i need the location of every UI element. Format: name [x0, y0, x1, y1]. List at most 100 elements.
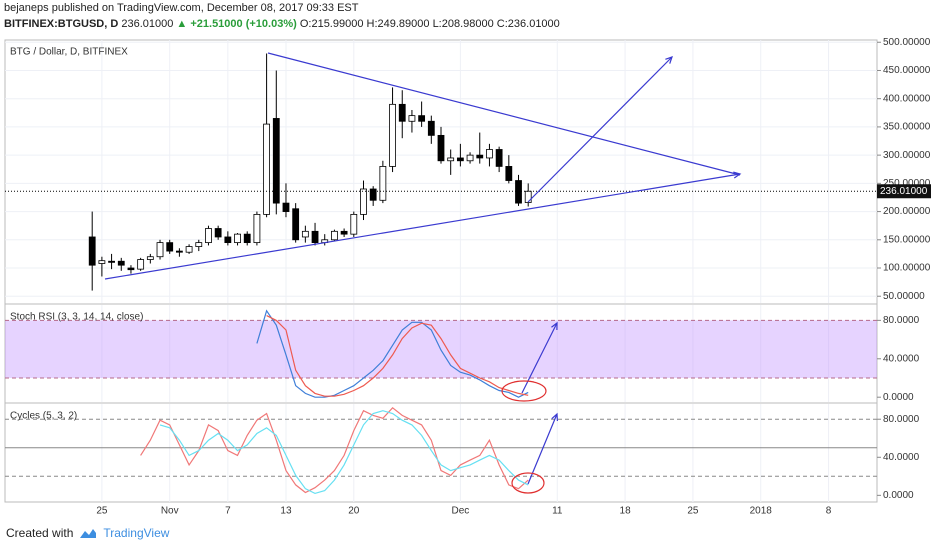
footer-text: Created with — [6, 526, 74, 540]
candle-body — [146, 256, 154, 260]
candle-body — [234, 233, 241, 244]
symbol-line: BITFINEX:BTGUSD, D 236.01000 ▲ +21.51000… — [4, 16, 560, 32]
y-tick-label: 200.00000 — [883, 206, 931, 217]
candle-body — [340, 230, 348, 235]
candle-body — [214, 228, 222, 238]
chart: 25 Nov 7 13 20 Dec 11 18 25 2018 8 50.00000 100.0000… — [4, 37, 931, 517]
candle-body — [379, 166, 387, 201]
x-tick-label: 8 — [826, 506, 832, 517]
candle-body — [88, 236, 96, 266]
author-line: bejaneps published on TradingView.com, D… — [4, 0, 560, 16]
indicator-line — [140, 406, 529, 494]
y-tick-label: 250.00000 — [883, 178, 931, 189]
y-tick-label: 300.00000 — [883, 150, 931, 161]
x-tick-label: Nov — [161, 506, 179, 517]
brand[interactable]: TradingView — [103, 526, 170, 540]
candle-body — [369, 188, 377, 201]
candle-body — [137, 259, 145, 270]
candle-body — [524, 190, 532, 203]
change: ▲ +21.51000 (+10.03%) — [176, 18, 297, 30]
y-tick-label: 40.0000 — [883, 353, 920, 364]
x-tick-label: 11 — [552, 506, 563, 517]
arrow-head — [551, 321, 558, 331]
candle-body — [175, 250, 183, 253]
candle-body — [195, 242, 203, 247]
candle-body — [311, 230, 319, 244]
candle-body — [456, 157, 464, 162]
candle-body — [486, 149, 493, 159]
candle-body — [98, 260, 106, 264]
candle-body — [224, 236, 232, 244]
circle-mark — [511, 472, 545, 494]
candle-body — [408, 115, 416, 122]
x-tick-label: 2018 — [750, 506, 773, 517]
arrow-head — [551, 412, 558, 422]
arrow-head — [733, 171, 742, 179]
ohlc: O:215.99000 H:249.89000 L:208.98000 C:23… — [299, 18, 560, 30]
arrow-shaft — [527, 413, 558, 485]
candle-body — [166, 242, 174, 252]
candle-body — [243, 233, 251, 244]
price: 236.01000 — [121, 18, 174, 30]
pane-title: Cycles (5, 3, 2) — [10, 411, 77, 422]
arrow-shaft — [527, 56, 673, 203]
author[interactable]: bejaneps — [4, 2, 49, 14]
candle-body — [466, 154, 474, 162]
x-tick-label: Dec — [451, 506, 469, 517]
candle-body — [505, 166, 513, 181]
candle-body — [418, 115, 426, 122]
candle-body — [185, 246, 193, 253]
candle-body — [117, 260, 125, 266]
pane-title: Stoch RSI (3, 3, 14, 14, close) — [10, 312, 143, 323]
logo — [80, 529, 97, 538]
candle-body — [437, 134, 445, 162]
pane-title: BTG / Dollar, D, BITFINEX — [10, 47, 128, 58]
candle-body — [476, 154, 484, 159]
candle-body — [495, 149, 503, 167]
candle-body — [447, 157, 455, 162]
symbol: BITFINEX:BTGUSD, D — [4, 18, 119, 30]
x-tick-label: 7 — [225, 506, 231, 517]
candle-body — [360, 188, 367, 215]
candle-body — [389, 103, 396, 167]
x-tick-label: 25 — [687, 506, 699, 517]
last-price-label: 236.01000 — [880, 186, 928, 197]
candle-body — [253, 213, 261, 244]
y-tick-label: 150.00000 — [883, 234, 931, 245]
x-tick-label: 13 — [280, 506, 292, 517]
x-tick-label: 25 — [96, 506, 108, 517]
indicator-line — [266, 315, 529, 397]
candle-body — [398, 103, 406, 122]
published: published on TradingView.com, December 0… — [51, 2, 359, 14]
y-tick-label: 40.0000 — [883, 452, 920, 463]
y-tick-label: 350.00000 — [883, 122, 931, 133]
candle-body — [427, 120, 435, 136]
candle-body — [156, 242, 164, 258]
candle-body — [301, 230, 309, 238]
candle-body — [127, 267, 135, 271]
candle-body — [282, 202, 290, 212]
candle-body — [331, 230, 338, 241]
candle-body — [108, 260, 115, 263]
trend-line — [267, 52, 741, 176]
candle-body — [263, 123, 271, 215]
candle-body — [272, 118, 280, 204]
header: bejaneps published on TradingView.com, D… — [4, 0, 560, 32]
footer: Created with TradingView — [6, 526, 169, 540]
circle-mark — [501, 380, 547, 402]
y-tick-label: 0.0000 — [883, 392, 914, 403]
indicator-line — [159, 410, 529, 495]
candle-body — [292, 208, 300, 241]
y-tick-label: 80.0000 — [883, 414, 920, 425]
x-tick-label: 20 — [348, 506, 360, 517]
arrow-head — [665, 56, 673, 64]
y-tick-label: 400.00000 — [883, 93, 931, 104]
x-tick-label: 18 — [620, 506, 632, 517]
frame — [4, 39, 878, 503]
candle-body — [205, 228, 212, 244]
last-price-box — [877, 184, 931, 199]
y-tick-label: 50.00000 — [883, 291, 925, 302]
y-tick-label: 0.0000 — [883, 490, 914, 501]
y-tick-label: 80.0000 — [883, 315, 920, 326]
